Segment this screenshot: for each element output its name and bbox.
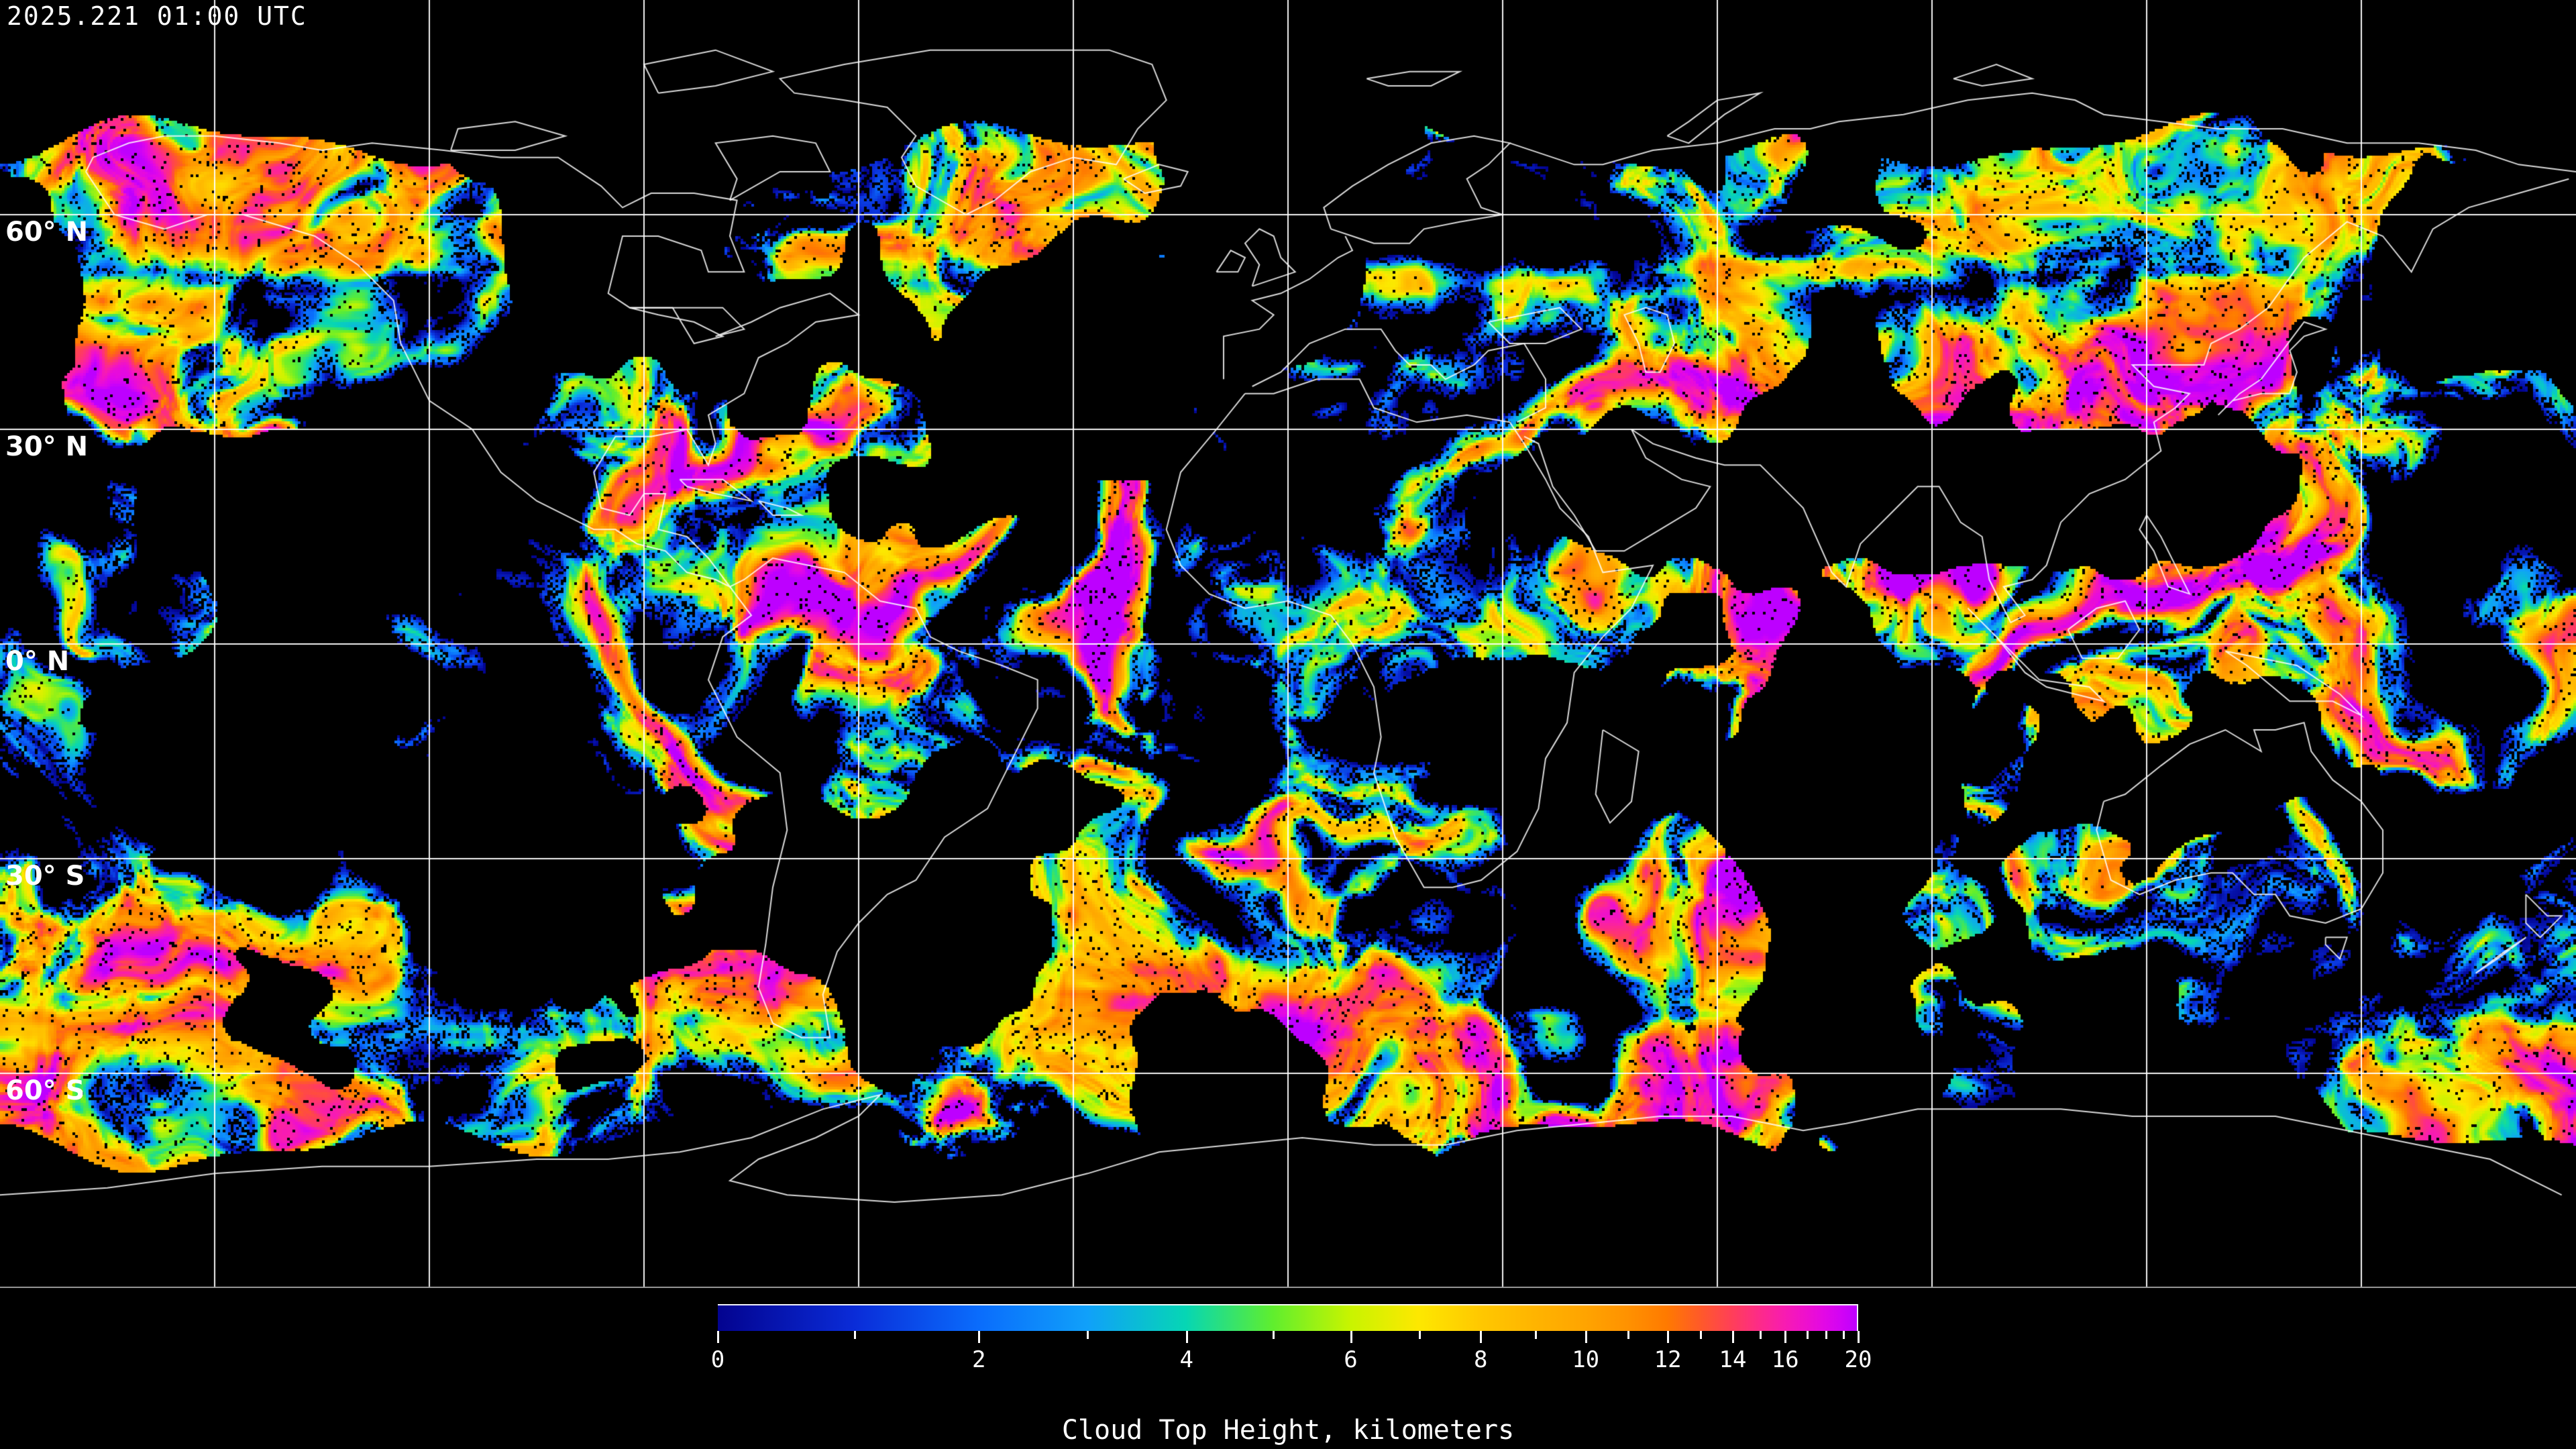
colorbar-tick-label-0: 0 [710, 1346, 725, 1373]
colorbar-gradient-bar [718, 1304, 1858, 1331]
colorbar-tick-16 [1784, 1331, 1787, 1343]
colorbar-tick-13 [1700, 1331, 1703, 1339]
colorbar-tick-17 [1806, 1331, 1809, 1339]
colorbar-tick-14 [1732, 1331, 1734, 1343]
cloud-height-map-canvas [0, 0, 2576, 1288]
colorbar-tick-18 [1825, 1331, 1828, 1339]
colorbar-tick-9 [1534, 1331, 1537, 1339]
latitude-label-0n: 0° N [5, 646, 70, 677]
colorbar-title: Cloud Top Height, kilometers [1061, 1415, 1515, 1446]
colorbar-tick-0 [717, 1331, 719, 1343]
colorbar-tick-1 [854, 1331, 856, 1339]
colorbar-tick-label-12: 12 [1654, 1346, 1682, 1373]
colorbar-tick-2 [978, 1331, 981, 1343]
colorbar-tick-label-2: 2 [972, 1346, 986, 1373]
colorbar-tick-8 [1480, 1331, 1483, 1343]
colorbar-tick-20 [1858, 1331, 1860, 1343]
colorbar-tick-15 [1759, 1331, 1762, 1339]
colorbar-tick-label-4: 4 [1179, 1346, 1193, 1373]
colorbar-tick-10 [1585, 1331, 1587, 1343]
colorbar-tick-11 [1627, 1331, 1629, 1339]
latitude-label-30s: 30° S [5, 861, 85, 892]
latitude-label-60n: 60° N [5, 217, 89, 248]
colorbar-tick-label-8: 8 [1474, 1346, 1488, 1373]
colorbar-tick-4 [1185, 1331, 1188, 1343]
colorbar-tick-6 [1350, 1331, 1352, 1343]
colorbar-tick-5 [1272, 1331, 1275, 1339]
colorbar-tick-3 [1086, 1331, 1089, 1339]
colorbar-tick-label-6: 6 [1344, 1346, 1358, 1373]
colorbar-tick-label-20: 20 [1844, 1346, 1872, 1373]
colorbar-tick-19 [1842, 1331, 1845, 1339]
latitude-label-60s: 60° S [5, 1075, 85, 1106]
colorbar-tick-label-14: 14 [1719, 1346, 1747, 1373]
timestamp: 2025.221 01:00 UTC [7, 1, 307, 31]
colorbar-tick-12 [1667, 1331, 1670, 1343]
colorbar-tick-label-10: 10 [1572, 1346, 1600, 1373]
latitude-label-30n: 30° N [5, 431, 89, 462]
colorbar-tick-7 [1418, 1331, 1421, 1339]
colorbar-tick-label-16: 16 [1771, 1346, 1799, 1373]
